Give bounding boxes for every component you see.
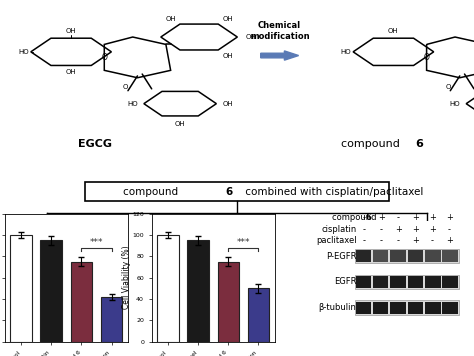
Bar <box>425 276 440 288</box>
Bar <box>373 250 388 262</box>
Bar <box>247 288 269 342</box>
Bar <box>10 235 32 342</box>
Text: OH: OH <box>66 69 76 75</box>
Text: +: + <box>429 213 436 222</box>
Bar <box>408 302 423 314</box>
Text: HO: HO <box>128 101 138 107</box>
Bar <box>100 297 122 342</box>
Bar <box>408 276 423 288</box>
Text: OH: OH <box>165 16 176 21</box>
Text: 6: 6 <box>366 213 372 222</box>
Text: -: - <box>397 213 400 222</box>
Text: -: - <box>363 225 365 234</box>
Text: -: - <box>380 236 383 245</box>
Text: compound: compound <box>123 187 182 197</box>
FancyBboxPatch shape <box>85 182 389 201</box>
Text: +: + <box>378 213 384 222</box>
Text: O: O <box>101 53 107 62</box>
Bar <box>390 302 406 314</box>
Text: paclitaxel: paclitaxel <box>316 236 356 245</box>
Text: compound: compound <box>340 140 403 150</box>
Bar <box>373 302 388 314</box>
Text: -: - <box>380 225 383 234</box>
Text: +: + <box>412 225 419 234</box>
Bar <box>373 276 388 288</box>
Text: -: - <box>363 236 365 245</box>
Text: OH: OH <box>388 28 399 35</box>
Text: β-tubulin: β-tubulin <box>319 303 356 312</box>
Bar <box>157 235 179 342</box>
Text: P-EGFR: P-EGFR <box>326 252 356 261</box>
Text: combined with cisplatin/paclitaxel: combined with cisplatin/paclitaxel <box>242 187 423 197</box>
Text: O: O <box>445 84 451 90</box>
Text: -: - <box>397 236 400 245</box>
Text: -: - <box>431 236 434 245</box>
Text: HO: HO <box>450 101 460 107</box>
FancyArrow shape <box>261 51 299 60</box>
Text: +: + <box>395 225 401 234</box>
Text: OH: OH <box>66 28 76 35</box>
Text: +: + <box>446 236 453 245</box>
Bar <box>442 302 458 314</box>
Text: HO: HO <box>18 49 29 55</box>
Text: EGFR: EGFR <box>334 277 356 287</box>
Bar <box>442 250 458 262</box>
Text: OH: OH <box>222 16 233 21</box>
Text: ***: *** <box>90 238 103 247</box>
Text: 6: 6 <box>416 140 423 150</box>
Text: -: - <box>448 225 451 234</box>
Bar <box>71 262 92 342</box>
Bar <box>355 300 459 315</box>
Bar <box>408 250 423 262</box>
Text: OH: OH <box>222 53 233 58</box>
Bar <box>355 249 459 263</box>
Text: OH: OH <box>222 101 233 107</box>
Bar <box>356 302 371 314</box>
Text: OH: OH <box>246 34 256 40</box>
Text: +: + <box>429 225 436 234</box>
Text: O: O <box>424 53 429 62</box>
Bar <box>425 250 440 262</box>
Bar <box>425 302 440 314</box>
Y-axis label: Cell Viability (%): Cell Viability (%) <box>122 246 131 309</box>
Bar <box>390 250 406 262</box>
Text: -: - <box>363 213 365 222</box>
Text: cisplatin: cisplatin <box>321 225 356 234</box>
Text: +: + <box>412 213 419 222</box>
Text: HO: HO <box>341 49 351 55</box>
Bar <box>355 275 459 289</box>
Bar <box>356 250 371 262</box>
Text: +: + <box>412 236 419 245</box>
Text: Chemical
modification: Chemical modification <box>250 21 310 41</box>
Text: ***: *** <box>237 238 250 247</box>
Bar <box>390 276 406 288</box>
Text: +: + <box>446 213 453 222</box>
Bar <box>442 276 458 288</box>
Bar <box>356 276 371 288</box>
Text: OH: OH <box>175 121 185 127</box>
Text: EGCG: EGCG <box>78 140 112 150</box>
Bar <box>187 240 209 342</box>
Text: 6: 6 <box>225 187 232 197</box>
Text: O: O <box>123 84 128 90</box>
Text: compound: compound <box>332 213 379 222</box>
Bar <box>218 262 239 342</box>
Bar <box>40 240 62 342</box>
